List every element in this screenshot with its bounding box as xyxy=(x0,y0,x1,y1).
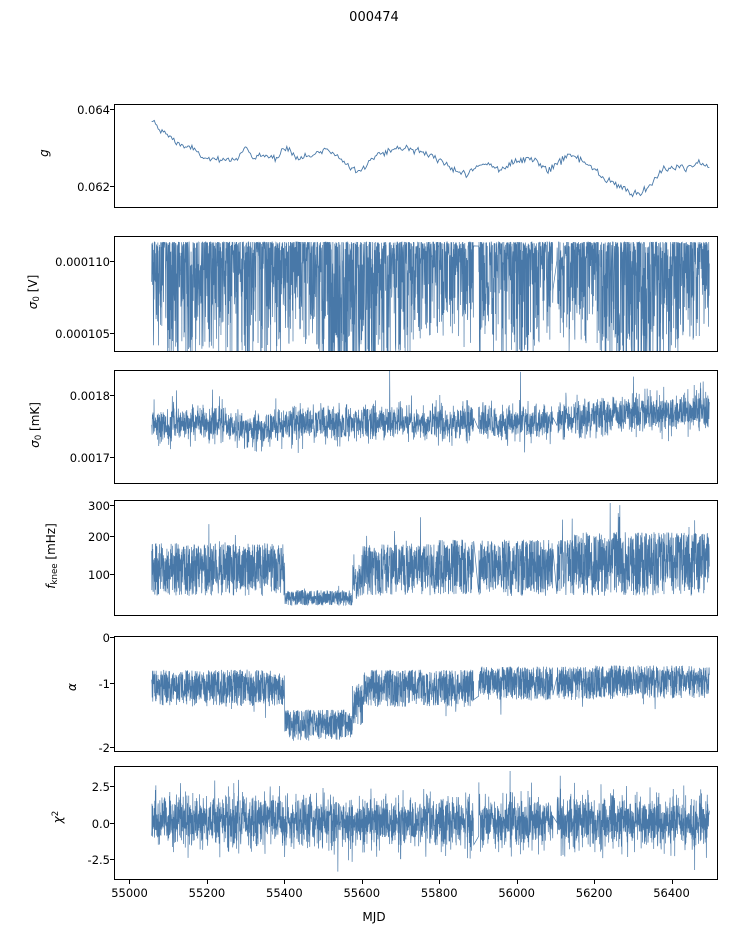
panel-chi2-ytick-1: 0.0 xyxy=(91,817,110,831)
panel-g xyxy=(114,104,718,208)
panel-chi2-ytick-0: 2.5 xyxy=(91,780,110,794)
panel-chi2-tickmark-0 xyxy=(110,786,114,787)
panel-sigma0-mk xyxy=(114,370,718,484)
panel-alpha-ytick-2: -2 xyxy=(98,741,110,755)
panel-f-knee-ytick-2: 100 xyxy=(88,568,110,582)
panel-chi2-tickmark-1 xyxy=(110,823,114,824)
x-tick-label-5: 56000 xyxy=(498,886,535,900)
panel-sigma0-v xyxy=(114,236,718,352)
panel-alpha-tickmark-2 xyxy=(110,747,114,748)
panel-g-ytick-0: 0.064 xyxy=(77,103,110,117)
panel-alpha-ytick-1: -1 xyxy=(98,677,110,691)
x-tick-label-4: 55800 xyxy=(420,886,458,900)
panel-g-plot xyxy=(151,119,710,198)
figure-title: 000474 xyxy=(349,10,399,25)
panel-sigma0-mk-ytick-1: 0.0017 xyxy=(69,451,110,465)
panel-sigma0-mk-tickmark-1 xyxy=(110,457,114,458)
panel-sigma0-v-tickmark-1 xyxy=(110,333,114,334)
panel-f-knee-ylabel: fknee [mHz] xyxy=(44,523,60,589)
x-tick-label-7: 56400 xyxy=(653,886,690,900)
panel-f-knee-plot xyxy=(151,502,710,607)
panel-sigma0-v-tickmark-0 xyxy=(110,261,114,262)
panel-alpha-tickmark-0 xyxy=(110,637,114,638)
x-tickmark-6 xyxy=(594,880,596,884)
panel-g-tickmark-0 xyxy=(110,109,114,110)
panel-chi2-ytick-2: -2.5 xyxy=(87,853,110,867)
x-tickmark-0 xyxy=(129,880,131,884)
panel-sigma0-v-plot xyxy=(151,240,710,351)
panel-g-ytick-1: 0.062 xyxy=(77,180,110,194)
x-tick-label-6: 56200 xyxy=(575,886,613,900)
panel-sigma0-mk-tickmark-0 xyxy=(110,395,114,396)
panel-sigma0-mk-ylabel: σ0 [mK] xyxy=(28,402,44,448)
x-tick-label-0: 55000 xyxy=(111,886,148,900)
x-tick-label-2: 55400 xyxy=(266,886,303,900)
panel-alpha-ytick-0: 0 xyxy=(102,631,110,645)
panel-alpha-plot xyxy=(151,665,710,741)
panel-sigma0-v-ytick-1: 0.000105 xyxy=(55,327,110,341)
panel-f-knee-tickmark-2 xyxy=(110,574,114,575)
panel-f-knee-tickmark-0 xyxy=(110,505,114,506)
panel-f-knee-ytick-1: 200 xyxy=(88,530,110,544)
panel-chi2-tickmark-2 xyxy=(110,859,114,860)
x-tickmark-3 xyxy=(361,880,363,884)
x-tickmark-4 xyxy=(439,880,441,884)
panel-f-knee-tickmark-1 xyxy=(110,536,114,537)
panel-alpha-tickmark-1 xyxy=(110,683,114,684)
panel-sigma0-mk-plot xyxy=(151,371,710,453)
panel-chi2-plot xyxy=(151,771,710,872)
panel-f-knee xyxy=(114,500,718,616)
panel-f-knee-ytick-0: 300 xyxy=(88,499,110,513)
panel-sigma0-v-ytick-0: 0.000110 xyxy=(55,255,110,269)
x-tickmark-1 xyxy=(206,880,208,884)
x-axis-label: MJD xyxy=(362,910,386,924)
x-tick-label-3: 55600 xyxy=(343,886,381,900)
panel-alpha xyxy=(114,636,718,752)
panel-alpha-ylabel: α xyxy=(65,683,79,691)
panel-chi2 xyxy=(114,766,718,880)
x-tickmark-5 xyxy=(516,880,518,884)
x-tickmark-7 xyxy=(671,880,673,884)
panel-g-tickmark-1 xyxy=(110,186,114,187)
x-tickmark-2 xyxy=(284,880,286,884)
x-tick-label-1: 55200 xyxy=(188,886,226,900)
panel-sigma0-mk-ytick-0: 0.0018 xyxy=(69,389,110,403)
panel-g-ylabel: g xyxy=(37,149,51,157)
